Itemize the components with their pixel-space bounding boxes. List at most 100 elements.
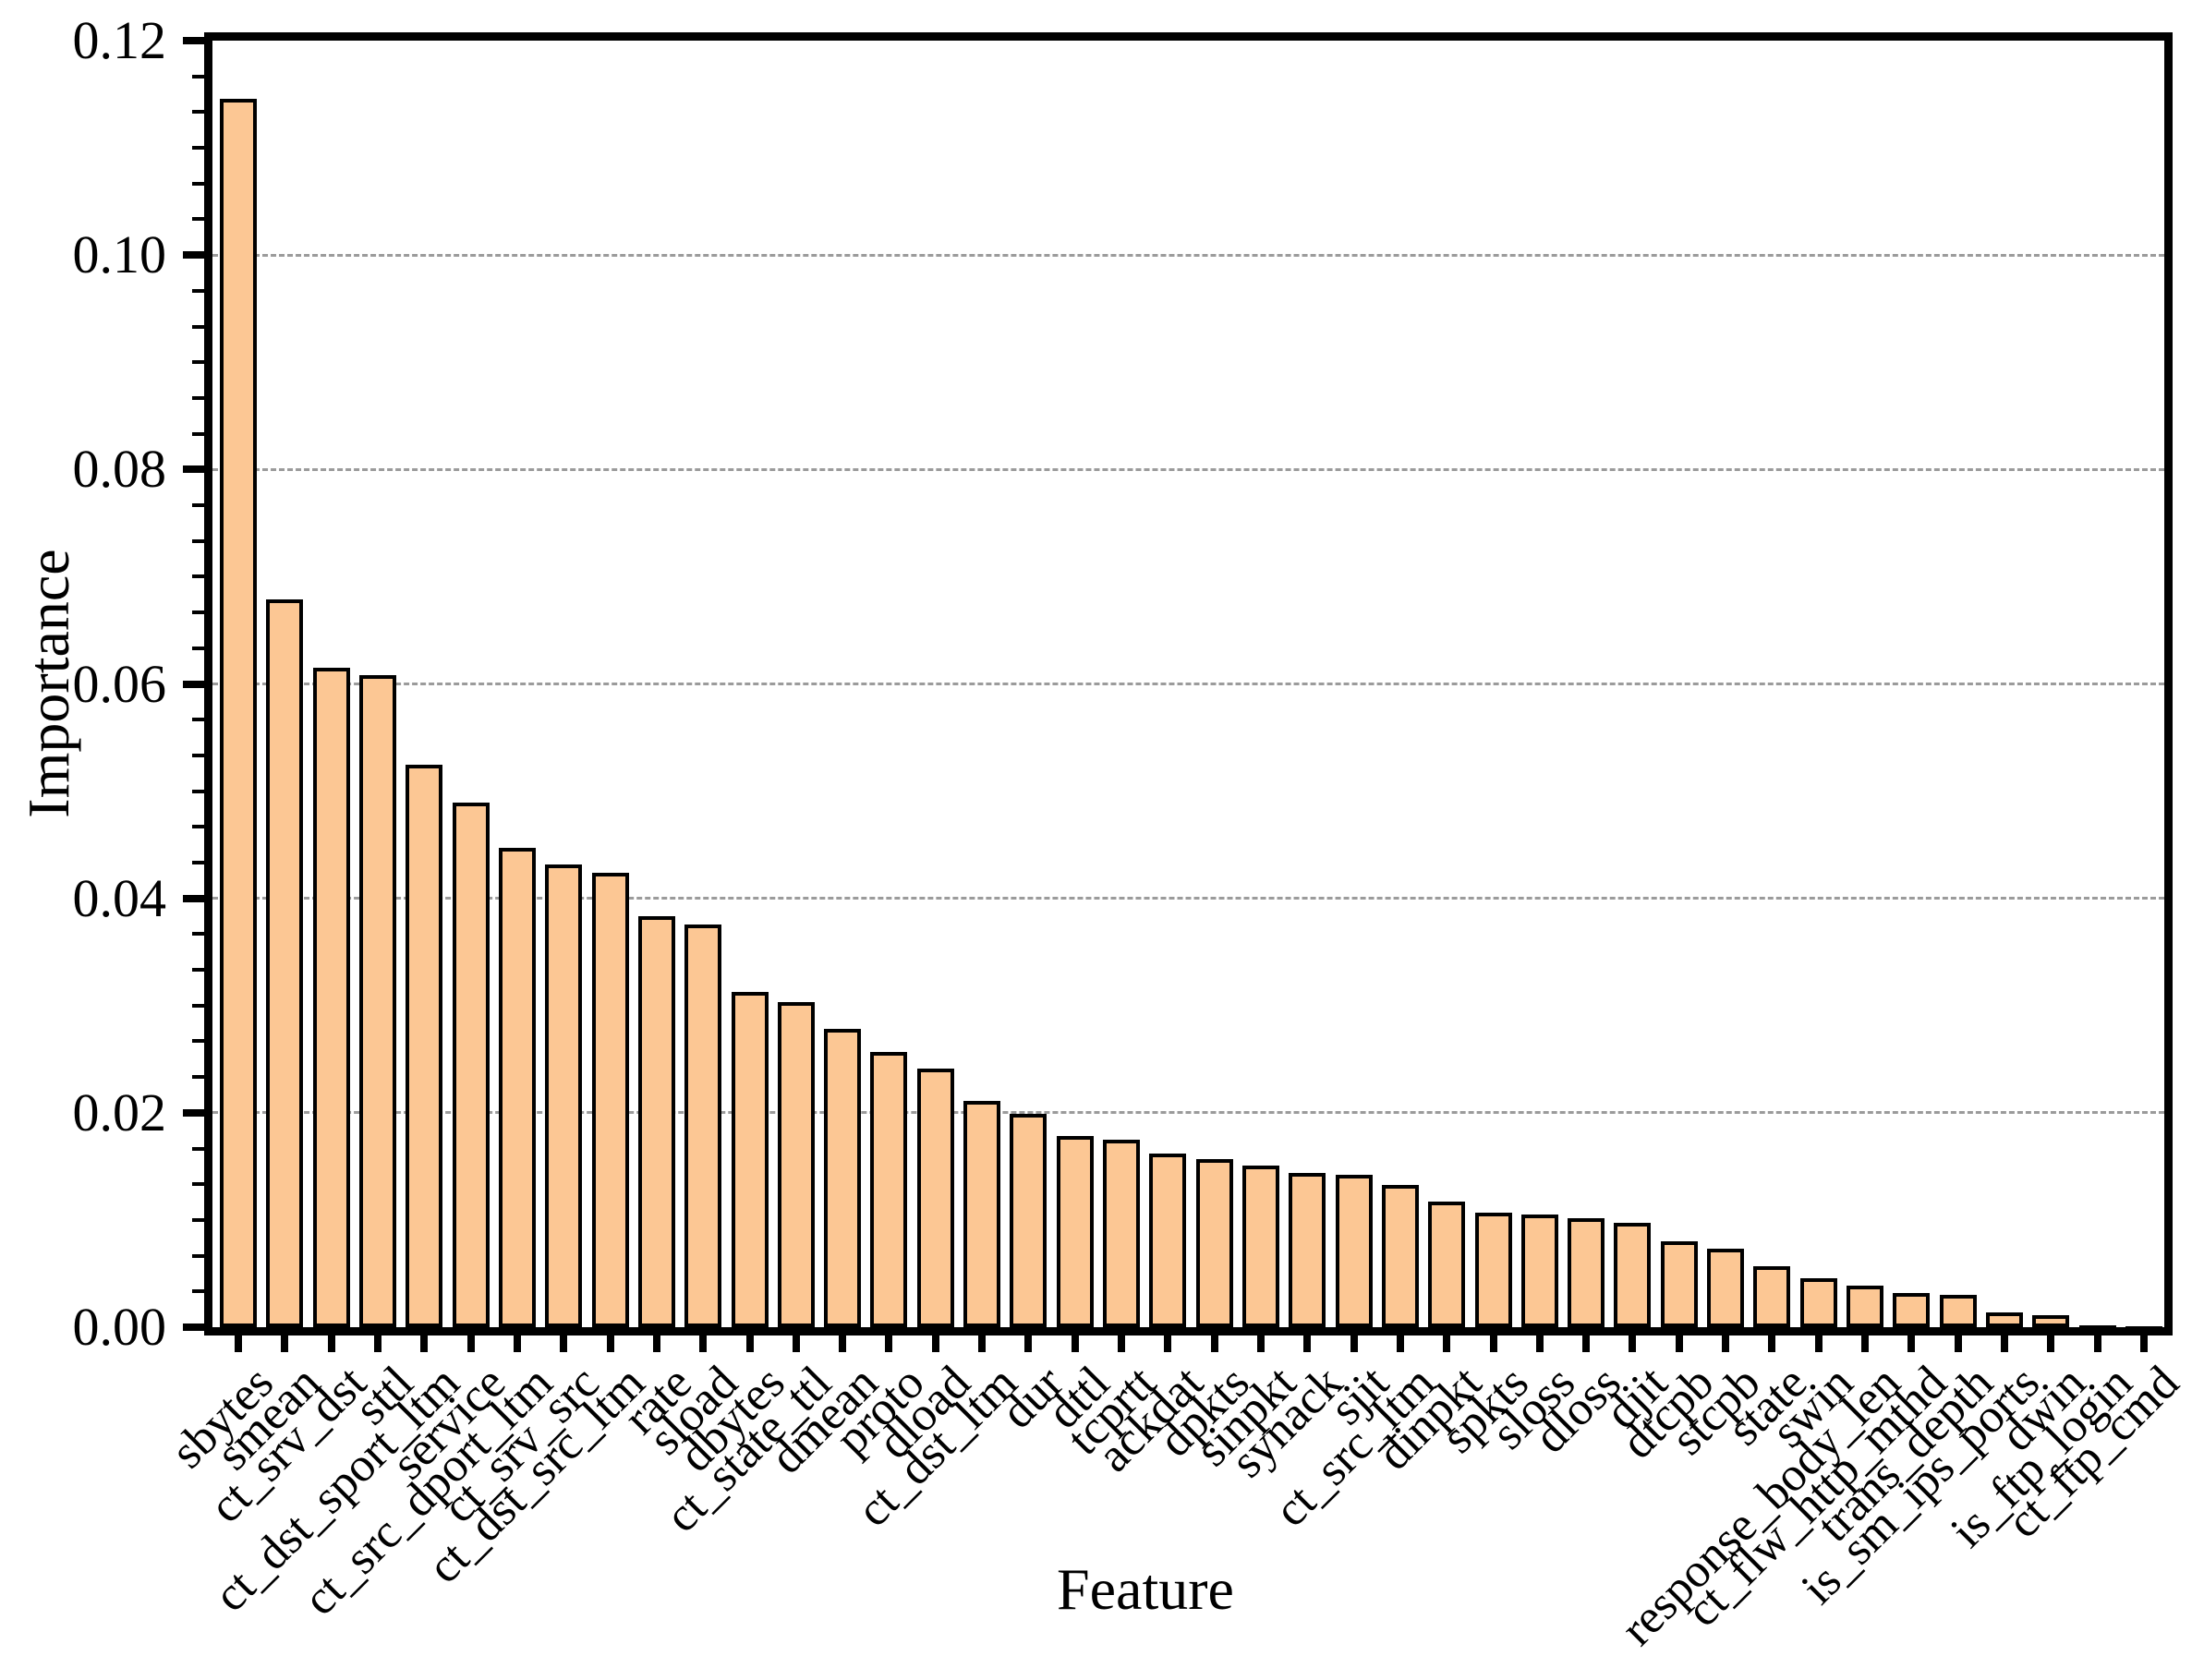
x-tick-ct_state_ttl xyxy=(792,1336,800,1352)
x-tick-rate xyxy=(652,1336,660,1352)
bar-ct_state_ttl xyxy=(778,1002,815,1327)
bar-sloss xyxy=(1521,1215,1558,1327)
x-tick-ct_dst_sport_ltm xyxy=(420,1336,429,1352)
bar-ct_dst_sport_ltm xyxy=(406,765,442,1327)
x-tick-ct_srv_dst xyxy=(327,1336,335,1352)
y-minor-tick xyxy=(192,217,204,222)
bar-smean xyxy=(266,599,303,1327)
x-tick-is_sm_ips_ports xyxy=(2000,1336,2008,1352)
bar-state xyxy=(1753,1266,1790,1327)
y-minor-tick xyxy=(192,932,204,937)
bar-ct_src_ltm xyxy=(1382,1185,1419,1327)
y-minor-tick xyxy=(192,1003,204,1008)
y-minor-tick xyxy=(192,324,204,329)
y-minor-tick xyxy=(192,574,204,579)
gridline-0.04 xyxy=(212,897,2164,900)
x-tick-smean xyxy=(281,1336,289,1352)
gridline-0.10 xyxy=(212,253,2164,257)
y-minor-tick xyxy=(192,718,204,722)
x-tick-sinpkt xyxy=(1256,1336,1265,1352)
x-tick-dmean xyxy=(839,1336,847,1352)
y-tick-0.06 xyxy=(183,680,204,688)
x-tick-ct_srv_src xyxy=(560,1336,568,1352)
y-tick-label-0.10: 0.10 xyxy=(72,224,167,285)
x-tick-spkts xyxy=(1489,1336,1497,1352)
y-minor-tick xyxy=(192,789,204,793)
bar-ct_ftp_cmd xyxy=(2125,1326,2162,1327)
y-tick-0.12 xyxy=(183,37,204,44)
y-minor-tick xyxy=(192,1253,204,1258)
bar-ct_flw_http_mthd xyxy=(1893,1293,1930,1327)
y-minor-tick xyxy=(192,181,204,186)
bar-ct_src_dport_ltm xyxy=(499,848,536,1327)
bar-ct_dst_src_ltm xyxy=(592,873,629,1327)
bar-dwin xyxy=(2032,1315,2069,1327)
y-minor-tick xyxy=(192,860,204,864)
x-tick-stcpb xyxy=(1722,1336,1730,1352)
y-minor-tick xyxy=(192,825,204,829)
x-tick-ct_dst_ltm xyxy=(978,1336,987,1352)
y-minor-tick xyxy=(192,753,204,757)
x-tick-ct_flw_http_mthd xyxy=(1907,1336,1916,1352)
x-tick-dpkts xyxy=(1210,1336,1218,1352)
bar-dload xyxy=(917,1069,954,1327)
bar-ackdat xyxy=(1149,1154,1186,1327)
y-tick-0.10 xyxy=(183,251,204,260)
bar-sjit xyxy=(1336,1175,1373,1327)
bar-trans_depth xyxy=(1940,1295,1977,1327)
x-tick-ackdat xyxy=(1164,1336,1172,1352)
y-minor-tick xyxy=(192,74,204,79)
bar-dur xyxy=(1010,1114,1047,1327)
bar-ct_dst_ltm xyxy=(963,1101,1000,1327)
y-tick-label-0.12: 0.12 xyxy=(72,10,167,70)
y-minor-tick xyxy=(192,538,204,543)
bar-synack xyxy=(1289,1173,1326,1327)
y-minor-tick xyxy=(192,1289,204,1294)
x-axis-label: Feature xyxy=(1057,1556,1234,1622)
bar-is_sm_ips_ports xyxy=(1986,1312,2023,1327)
y-minor-tick xyxy=(192,503,204,508)
y-minor-tick xyxy=(192,431,204,436)
y-tick-label-0.06: 0.06 xyxy=(72,653,167,714)
x-tick-dinpkt xyxy=(1443,1336,1451,1352)
bar-dloss xyxy=(1568,1218,1605,1327)
bar-sttl xyxy=(359,675,396,1327)
y-minor-tick xyxy=(192,610,204,615)
y-minor-tick xyxy=(192,1039,204,1044)
bar-stcpb xyxy=(1707,1249,1744,1327)
y-minor-tick xyxy=(192,1146,204,1151)
bar-dpkts xyxy=(1196,1159,1233,1327)
x-tick-dttl xyxy=(1071,1336,1079,1352)
x-tick-dbytes xyxy=(745,1336,754,1352)
x-tick-sloss xyxy=(1535,1336,1544,1352)
x-tick-response_body_len xyxy=(1860,1336,1869,1352)
y-minor-tick xyxy=(192,1075,204,1080)
x-tick-service xyxy=(466,1336,475,1352)
bar-dttl xyxy=(1057,1136,1094,1327)
bar-swin xyxy=(1800,1278,1837,1327)
bar-dbytes xyxy=(732,992,769,1327)
bar-dinpkt xyxy=(1428,1202,1465,1327)
x-tick-synack xyxy=(1303,1336,1312,1352)
x-tick-swin xyxy=(1814,1336,1823,1352)
x-tick-ct_ftp_cmd xyxy=(2139,1336,2148,1352)
x-tick-sttl xyxy=(374,1336,382,1352)
bar-is_ftp_login xyxy=(2079,1325,2116,1327)
x-tick-tcprtt xyxy=(1118,1336,1126,1352)
x-tick-sbytes xyxy=(235,1336,243,1352)
y-tick-0.00 xyxy=(183,1323,204,1331)
x-tick-ct_dst_src_ltm xyxy=(606,1336,614,1352)
y-minor-tick xyxy=(192,1217,204,1222)
y-tick-label-0.04: 0.04 xyxy=(72,867,167,928)
bar-djit xyxy=(1614,1223,1651,1327)
y-tick-label-0.08: 0.08 xyxy=(72,439,167,500)
bar-tcprtt xyxy=(1103,1140,1140,1327)
x-tick-dwin xyxy=(2047,1336,2055,1352)
bar-sinpkt xyxy=(1242,1166,1279,1327)
gridline-0.06 xyxy=(212,683,2164,685)
x-tick-state xyxy=(1768,1336,1776,1352)
plot-area xyxy=(204,32,2173,1336)
bar-dmean xyxy=(824,1029,861,1327)
bar-rate xyxy=(638,916,675,1327)
